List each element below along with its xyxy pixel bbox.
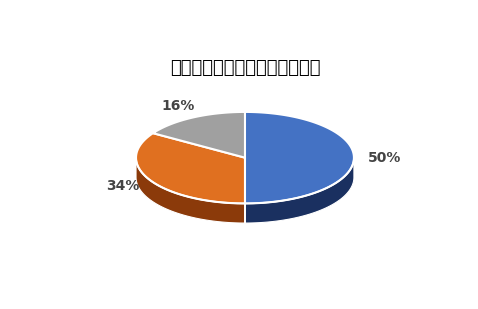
- Text: 50%: 50%: [368, 151, 401, 165]
- Text: デミオの乗り心地の満足度調査: デミオの乗り心地の満足度調査: [170, 58, 320, 77]
- Polygon shape: [136, 158, 245, 223]
- Polygon shape: [245, 158, 354, 223]
- Polygon shape: [245, 112, 354, 203]
- Text: 34%: 34%: [106, 179, 140, 193]
- Polygon shape: [153, 112, 245, 158]
- Text: 16%: 16%: [161, 99, 195, 113]
- Polygon shape: [136, 133, 245, 203]
- Legend: 満足, 不満, どちらでもない: 満足, 不満, どちらでもない: [0, 304, 20, 309]
